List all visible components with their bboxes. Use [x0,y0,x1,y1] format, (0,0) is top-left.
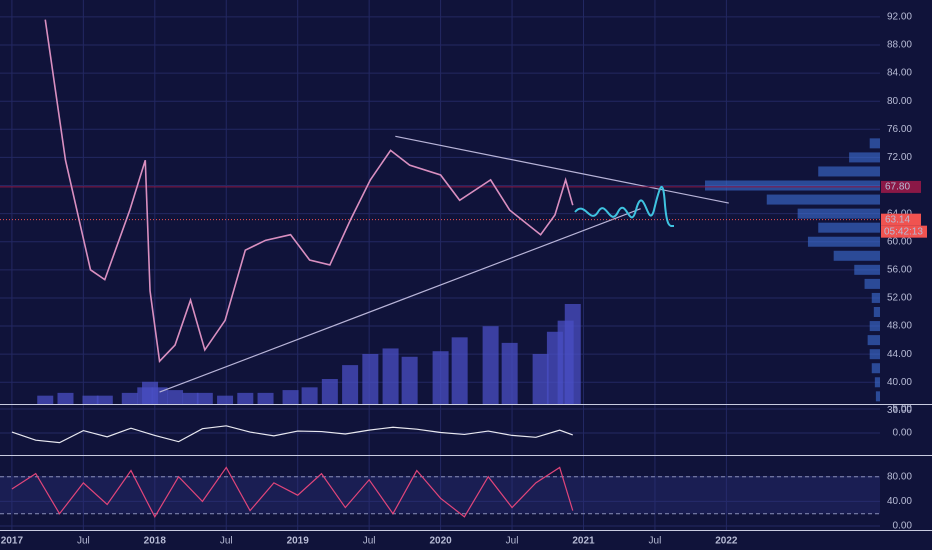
volume-bar [401,356,418,404]
y-tick-label: 88.00 [887,40,912,51]
volume-bar [321,379,338,404]
y-tick-label: 80.00 [887,96,912,107]
y-tick-label: 80.00 [887,471,912,482]
volume-profile-bar [869,349,880,360]
y-tick-label: 0.00 [893,521,913,532]
price-pane [0,0,880,404]
axes: 36.0040.0044.0048.0052.0056.0060.0064.00… [1,12,927,547]
volume-bar [282,390,299,404]
volume-profile-bar [818,222,880,233]
y-tick-label: 0.00 [893,428,913,439]
volume-bar [362,354,379,404]
y-tick-label: 52.00 [887,293,912,304]
volume-profile-bar [869,321,880,332]
volume-bar [151,387,168,404]
volume-profile-bar [854,264,880,275]
y-tick-label: 84.00 [887,68,912,79]
volume-profile-bar [873,307,880,317]
volume-bar [482,326,499,404]
volume-bar [182,392,199,404]
level-band [0,476,880,514]
price-line [44,19,574,363]
volume-profile-bar [867,335,880,346]
x-tick-label: Jul [506,536,519,547]
volume-bar [121,392,138,404]
volume-profile-bar [871,292,880,303]
volume-bar [237,392,254,404]
x-tick-label: Jul [77,536,90,547]
price-marker-label: 63.14 [885,214,910,225]
price-marker [881,213,921,226]
volume-profile-bar [818,166,880,177]
volume-bar [432,351,449,404]
volume-bar [382,348,399,404]
volume-bar [301,387,318,404]
volume-profile-bar [869,138,880,149]
y-tick-label: 60.00 [887,236,912,247]
volume-profile-bar [875,391,880,402]
volume-bar [82,395,99,404]
volume-profile-bar [833,250,880,261]
y-tick-label: 36.00 [887,405,912,416]
x-tick-label: 2021 [572,536,595,547]
oscillator-pane [0,405,880,455]
volume-bar [96,395,113,404]
volume-profile-bar [797,208,880,219]
countdown-label: 05:42:13 [884,226,923,237]
trendline [159,208,641,393]
volume-profile-bar [874,377,880,388]
x-tick-label: Jul [220,536,233,547]
x-tick-label: 2022 [715,536,738,547]
countdown-box [881,225,927,238]
x-tick-label: Jul [363,536,376,547]
y-tick-label: 92.00 [887,12,912,23]
stochastic-pane [0,456,880,530]
y-tick-label: 40.00 [887,377,912,388]
y-tick-label: 76.00 [887,124,912,135]
y-tick-label: 44.00 [887,349,912,360]
x-tick-label: 2020 [429,536,452,547]
volume-profile-bar [864,278,880,289]
volume-bar [257,392,274,404]
volume-profile-bar [766,194,880,205]
volume-bar [167,390,184,404]
price-line [11,425,573,444]
volume-bar [564,304,581,404]
price-marker-label: 67.80 [885,182,910,193]
price-marker [881,180,921,193]
volume-bar [57,392,74,404]
y-tick-label: 72.00 [887,152,912,163]
volume-profile-bar [807,236,880,247]
y-tick-label: 40.00 [887,496,912,507]
volume-bar [342,365,359,404]
volume-bar [501,342,518,404]
volume-bar [532,354,549,404]
x-tick-label: Jul [649,536,662,547]
hand-drawn-wave [574,185,675,228]
volume-bar [451,337,468,404]
volume-bar [217,395,234,404]
x-tick-label: 2019 [287,536,310,547]
price-line [11,466,574,519]
y-tick-label: 56.00 [887,264,912,275]
volume-bar [37,395,54,404]
x-tick-label: 2018 [144,536,167,547]
y-tick-label: 48.00 [887,321,912,332]
x-tick-label: 2017 [1,536,24,547]
y-tick-label: 5.00 [893,404,913,415]
trendline [395,135,729,204]
volume-profile-bar [871,363,880,374]
volume-profile-bar [849,152,880,163]
volume-profile-bar [705,180,880,191]
volume-bar [196,392,213,404]
